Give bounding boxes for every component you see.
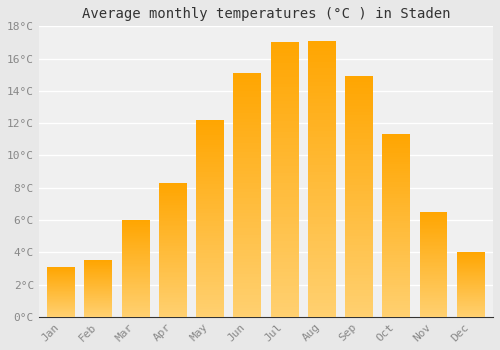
- Title: Average monthly temperatures (°C ) in Staden: Average monthly temperatures (°C ) in St…: [82, 7, 450, 21]
